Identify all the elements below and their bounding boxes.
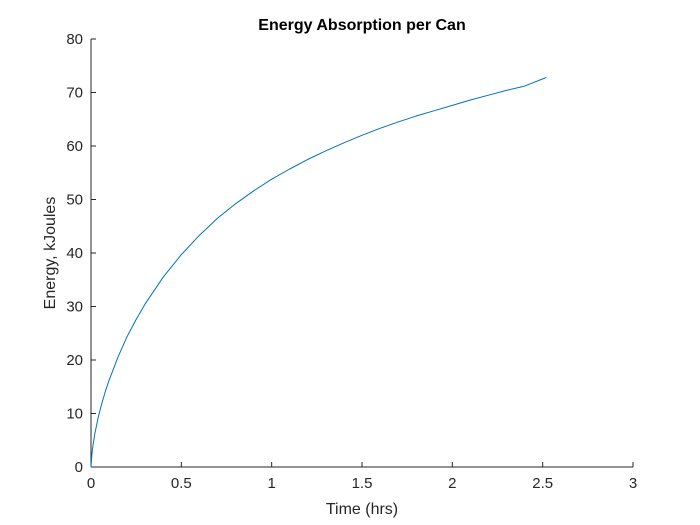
x-axis-ticks: 0 0.5 1 1.5 2 2.5 3 bbox=[87, 462, 637, 492]
x-tick-label: 1.5 bbox=[352, 475, 373, 492]
plot-area bbox=[91, 39, 633, 467]
x-tick-label: 2 bbox=[448, 475, 456, 492]
y-tick-label: 60 bbox=[66, 138, 83, 155]
y-tick-label: 0 bbox=[75, 459, 83, 476]
y-tick-label: 20 bbox=[66, 352, 83, 369]
y-tick-label: 30 bbox=[66, 299, 83, 316]
y-tick-label: 40 bbox=[66, 245, 83, 262]
y-axis-label: Energy, kJoules bbox=[42, 197, 59, 310]
x-tick-label: 2.5 bbox=[532, 475, 553, 492]
x-axis-label: Time (hrs) bbox=[326, 501, 398, 518]
x-tick-label: 0.5 bbox=[171, 475, 192, 492]
y-axis-ticks: 0 10 20 30 40 50 60 70 80 bbox=[66, 31, 96, 476]
y-tick-label: 80 bbox=[66, 31, 83, 48]
x-tick-label: 0 bbox=[87, 475, 95, 492]
x-tick-label: 1 bbox=[267, 475, 275, 492]
y-tick-label: 50 bbox=[66, 192, 83, 209]
x-tick-label: 3 bbox=[629, 475, 637, 492]
series-line-energy bbox=[90, 77, 547, 468]
chart-title: Energy Absorption per Can bbox=[258, 17, 465, 34]
y-tick-label: 10 bbox=[66, 406, 83, 423]
y-tick-label: 70 bbox=[66, 85, 83, 102]
